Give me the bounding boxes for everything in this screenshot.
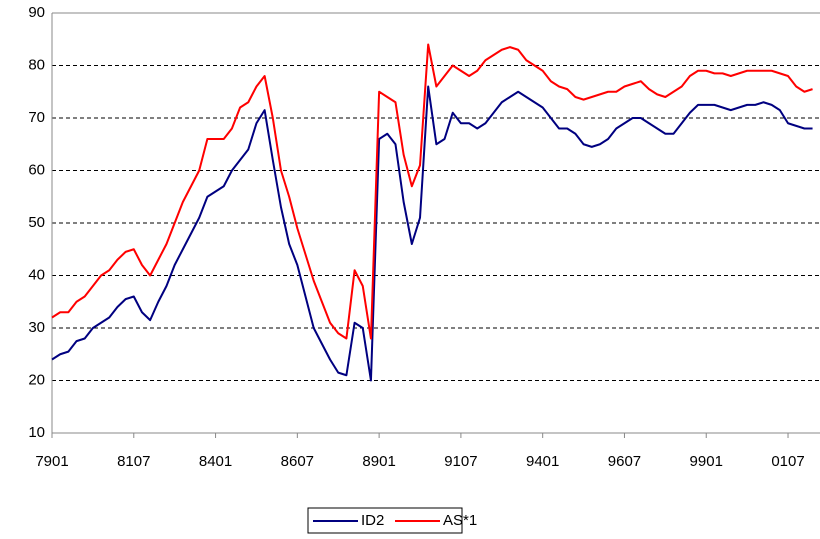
- x-tick-label: 9901: [690, 453, 723, 470]
- x-tick-label: 8401: [199, 453, 232, 470]
- y-tick-label: 60: [28, 161, 45, 178]
- series-line: [51, 85, 813, 382]
- x-tick-label: 7901: [35, 453, 68, 470]
- series-line: [51, 43, 813, 340]
- x-tick-label: 9607: [608, 453, 641, 470]
- x-tick-label: 8901: [362, 453, 395, 470]
- x-tick-label: 8107: [117, 453, 150, 470]
- legend: ID2 AS*1: [307, 507, 477, 534]
- x-tick-label: 0107: [771, 453, 804, 470]
- legend-label: AS*1: [443, 512, 477, 529]
- y-tick-label: 90: [28, 4, 45, 21]
- x-tick-label: 9401: [526, 453, 559, 470]
- y-tick-label: 40: [28, 266, 45, 283]
- y-tick-label: 70: [28, 109, 45, 126]
- x-tick-label: 9107: [444, 453, 477, 470]
- y-tick-label: 80: [28, 56, 45, 73]
- y-tick-label: 10: [28, 424, 45, 441]
- y-tick-label: 50: [28, 214, 45, 231]
- y-tick-label: 20: [28, 371, 45, 388]
- y-tick-label: 30: [28, 319, 45, 336]
- legend-label: ID2: [361, 512, 384, 529]
- x-tick-label: 8607: [281, 453, 314, 470]
